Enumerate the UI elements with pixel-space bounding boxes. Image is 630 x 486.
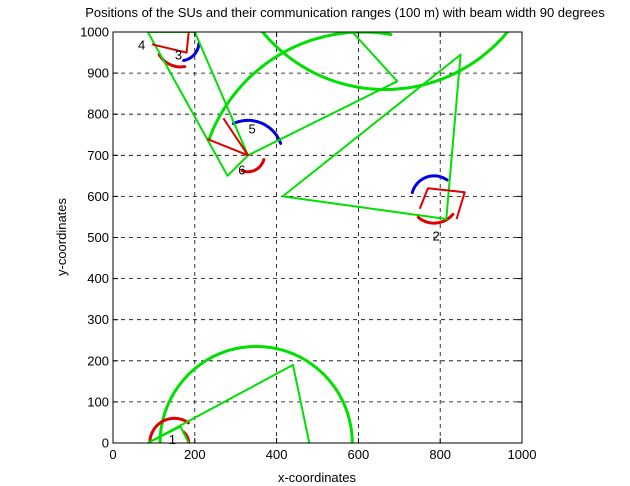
y-tick-label-8: 800: [87, 107, 109, 122]
range-arc-11: [148, 416, 190, 443]
su-label-5: 1: [169, 432, 176, 447]
range-arc-1: [260, 32, 509, 92]
x-tick-label-4: 800: [429, 447, 451, 462]
x-tick-label-1: 200: [184, 447, 206, 462]
beam-sector-5: [206, 117, 249, 157]
beam-sector-1: [247, 32, 399, 157]
annotations: 4 3 5 6 2 1: [138, 37, 440, 447]
x-tick-label-2: 400: [266, 447, 288, 462]
y-tick-label-1: 100: [87, 394, 109, 409]
beam-sector-4: [147, 425, 190, 443]
y-tick-label-4: 400: [87, 271, 109, 286]
range-arc-6: [231, 118, 283, 145]
x-axis-label: x-coordinates: [278, 470, 357, 485]
beam-sector-3: [147, 363, 311, 443]
su-label-3: 6: [238, 163, 245, 178]
range-arc-8: [410, 174, 449, 195]
y-tick-labels: 0 100 200 300 400 500 600 700 800 900 1000: [80, 25, 109, 451]
y-tick-label-9: 900: [87, 66, 109, 81]
chart-title: Positions of the SUs and their communica…: [85, 5, 605, 20]
range-arc-3: [158, 344, 354, 443]
su-label-1: 3: [175, 48, 182, 63]
y-tick-label-10: 1000: [80, 25, 109, 40]
x-tick-label-3: 600: [348, 447, 370, 462]
y-tick-label-3: 300: [87, 312, 109, 327]
range-arc-5: [240, 158, 266, 174]
su-label-4: 2: [432, 228, 439, 243]
plot-marks: [146, 32, 509, 443]
grid-lines: [113, 32, 522, 443]
x-tick-label-5: 1000: [508, 447, 537, 462]
beam-sector-2: [282, 53, 462, 220]
y-tick-label-5: 500: [87, 230, 109, 245]
su-label-0: 4: [138, 37, 145, 52]
y-tick-label-2: 200: [87, 353, 109, 368]
range-arc-7: [416, 212, 455, 225]
beam-sector-7: [151, 32, 190, 54]
beam-sector-6: [418, 187, 466, 220]
range-arc-10: [182, 42, 201, 62]
y-tick-label-6: 600: [87, 189, 109, 204]
tick-marks: [112, 31, 523, 444]
y-axis-label: y-coordinates: [54, 197, 69, 276]
beam-sector-0: [146, 32, 249, 177]
y-tick-label-7: 700: [87, 148, 109, 163]
y-tick-label-0: 0: [102, 436, 109, 451]
su-label-2: 5: [248, 122, 255, 137]
x-tick-labels: 0 200 400 600 800 1000: [109, 447, 536, 462]
x-tick-label-0: 0: [109, 447, 116, 462]
